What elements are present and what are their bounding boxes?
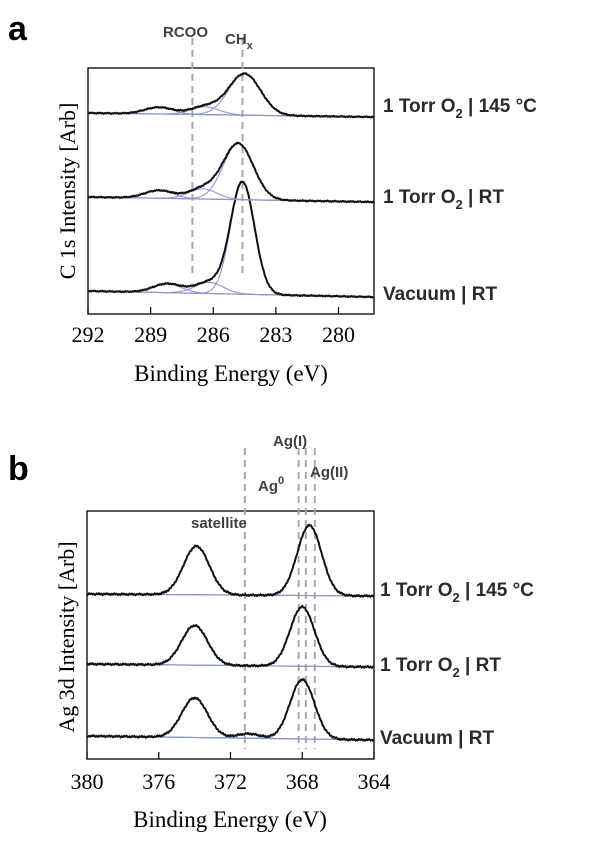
ag1-label: Ag(I) [273, 433, 307, 450]
x-tick-label-1: 376 [142, 769, 175, 794]
satellite-label: satellite [191, 515, 247, 532]
x-tick-label-2: 372 [214, 769, 247, 794]
panel-a-label-rt: 1 Torr O2 | RT [383, 187, 504, 212]
series-0-component-1 [87, 679, 374, 741]
x-tick-label-3: 368 [286, 769, 319, 794]
panel-b-ticks: 380 376 372 368 364 [71, 752, 391, 794]
x-tick-label-4: 280 [322, 322, 355, 347]
x-tick-label-1: 289 [134, 322, 167, 347]
x-tick-label-2: 286 [197, 322, 230, 347]
x-tick-label-4: 364 [358, 769, 391, 794]
series-0-spectrum [86, 677, 375, 742]
chx-label: CHx [225, 31, 254, 52]
panel-b-ylabel: Ag 3d Intensity [Arb] [54, 541, 79, 732]
series-0-component-0 [87, 697, 374, 741]
x-tick-label-3: 283 [259, 322, 292, 347]
panel-a-label-145c: 1 Torr O2 | 145 °C [383, 96, 537, 121]
panel-a-curves [87, 72, 375, 299]
panel-b-label-145c: 1 Torr O2 | 145 °C [380, 580, 534, 605]
series-2-spectrum [86, 523, 375, 599]
panel-b-letter: b [8, 450, 29, 488]
series-2-component-0 [87, 545, 374, 597]
rcoo-label: RCOO [163, 24, 208, 41]
panel-a-ticks: 292 289 286 283 280 [72, 307, 355, 347]
ag2-label: Ag(II) [310, 464, 348, 481]
panel-b-label-vacuum: Vacuum | RT [380, 728, 494, 749]
series-1-spectrum [86, 604, 375, 670]
x-tick-label-0: 380 [71, 769, 104, 794]
panel-b-curves [86, 523, 375, 742]
panel-b-reference-lines [243, 448, 316, 749]
panel-a-ylabel: C 1s Intensity [Arb] [55, 103, 80, 280]
series-0-spectrum [87, 180, 375, 299]
panel-a-plot: 292 289 286 283 280 [72, 38, 375, 347]
panel-a-letter: a [8, 10, 28, 48]
panel-b-label-rt: 1 Torr O2 | RT [380, 655, 501, 680]
panel-a-reference-lines [191, 38, 244, 276]
x-tick-label-0: 292 [72, 322, 105, 347]
panel-a-label-vacuum: Vacuum | RT [383, 284, 497, 305]
series-0-component-1 [88, 281, 374, 298]
series-2-spectrum [87, 72, 375, 119]
series-2-component-1 [87, 524, 374, 597]
ag0-label: Ag0 [258, 475, 284, 495]
panel-b-xlabel: Binding Energy (eV) [133, 807, 327, 832]
series-1-component-0 [88, 143, 374, 203]
panel-a-xlabel: Binding Energy (eV) [134, 361, 328, 386]
series-1-component-0 [87, 624, 374, 668]
series-1-spectrum [87, 141, 375, 204]
series-2-component-0 [88, 73, 374, 118]
panel-b-frame [86, 510, 375, 760]
series-1-component-1 [87, 606, 374, 668]
panel-b-plot: 380 376 372 368 364 [71, 448, 391, 794]
panel-a-frame [87, 67, 375, 315]
